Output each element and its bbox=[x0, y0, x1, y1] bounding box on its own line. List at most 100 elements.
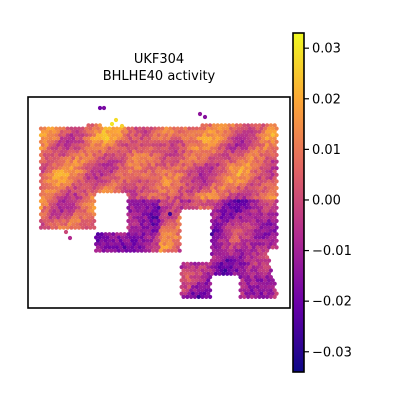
spot bbox=[67, 195, 72, 200]
spot bbox=[190, 146, 196, 151]
spot bbox=[249, 156, 254, 161]
spot bbox=[246, 202, 251, 207]
spot bbox=[225, 126, 230, 131]
spot bbox=[63, 189, 68, 194]
spot bbox=[57, 159, 63, 164]
spot bbox=[217, 139, 222, 144]
spot bbox=[247, 265, 253, 270]
spot bbox=[249, 143, 254, 148]
spot bbox=[196, 143, 201, 148]
spot bbox=[90, 222, 95, 227]
spot bbox=[200, 129, 205, 134]
spot bbox=[238, 129, 243, 134]
spot bbox=[196, 136, 201, 141]
spot bbox=[221, 265, 226, 270]
spot bbox=[249, 294, 254, 299]
spot bbox=[179, 291, 184, 296]
spot bbox=[227, 182, 232, 187]
spot bbox=[200, 281, 205, 286]
spot bbox=[84, 159, 89, 164]
spot bbox=[274, 152, 279, 158]
spot bbox=[213, 212, 218, 217]
spot bbox=[238, 176, 243, 181]
spot bbox=[194, 166, 199, 171]
spot bbox=[185, 195, 190, 200]
spot bbox=[132, 169, 137, 174]
spot bbox=[261, 222, 266, 227]
spot bbox=[94, 143, 99, 148]
spot bbox=[46, 152, 51, 158]
spot bbox=[132, 235, 137, 240]
spot bbox=[80, 172, 85, 177]
spot bbox=[122, 245, 127, 250]
spot bbox=[147, 176, 152, 181]
spot bbox=[227, 261, 232, 266]
spot bbox=[181, 294, 186, 299]
spot bbox=[149, 146, 154, 151]
spot bbox=[177, 162, 182, 167]
spot bbox=[40, 209, 46, 214]
spot bbox=[234, 136, 239, 141]
spot bbox=[206, 146, 211, 151]
spot bbox=[56, 189, 61, 194]
spot bbox=[82, 202, 87, 207]
spot bbox=[92, 205, 97, 210]
spot bbox=[234, 248, 239, 253]
spot bbox=[147, 156, 152, 161]
spot bbox=[179, 152, 184, 158]
spot bbox=[44, 182, 49, 187]
spot bbox=[95, 133, 101, 138]
spot bbox=[249, 169, 254, 174]
spot bbox=[160, 185, 165, 191]
spot bbox=[249, 275, 254, 280]
spot bbox=[255, 291, 260, 296]
spot bbox=[196, 294, 201, 299]
spot bbox=[94, 182, 99, 187]
spot bbox=[177, 215, 182, 220]
spot bbox=[162, 195, 167, 200]
spot bbox=[59, 136, 64, 141]
spot bbox=[221, 159, 226, 164]
spot bbox=[164, 232, 169, 237]
spot bbox=[173, 176, 178, 181]
spot bbox=[255, 278, 260, 283]
spot bbox=[192, 202, 197, 207]
spot bbox=[170, 143, 175, 148]
spot bbox=[52, 202, 57, 207]
spot bbox=[246, 222, 251, 227]
spot bbox=[101, 129, 106, 134]
spot bbox=[130, 159, 135, 164]
spot bbox=[179, 146, 184, 151]
spot bbox=[168, 205, 173, 210]
spot bbox=[244, 265, 249, 270]
spot bbox=[270, 133, 275, 138]
spot bbox=[63, 182, 68, 187]
spot bbox=[236, 271, 241, 276]
spot bbox=[247, 185, 253, 191]
spot bbox=[175, 225, 180, 230]
spot bbox=[244, 199, 249, 204]
spot bbox=[88, 152, 93, 158]
spot bbox=[69, 166, 74, 171]
spot bbox=[95, 146, 101, 151]
spot bbox=[109, 169, 114, 174]
spot bbox=[225, 258, 230, 263]
spot bbox=[189, 129, 194, 134]
spot bbox=[65, 172, 70, 177]
spot bbox=[253, 156, 258, 161]
spot bbox=[225, 199, 230, 204]
spot bbox=[92, 212, 97, 217]
spot bbox=[50, 139, 55, 144]
spot bbox=[151, 228, 156, 233]
spot bbox=[128, 235, 133, 240]
spot bbox=[143, 182, 148, 187]
spot bbox=[232, 185, 237, 191]
spot bbox=[187, 278, 192, 283]
spot bbox=[228, 232, 234, 237]
spot bbox=[154, 215, 159, 220]
spot bbox=[171, 192, 177, 197]
spot bbox=[78, 189, 83, 194]
spot bbox=[177, 202, 182, 207]
spot bbox=[158, 222, 163, 227]
spot bbox=[227, 235, 232, 240]
